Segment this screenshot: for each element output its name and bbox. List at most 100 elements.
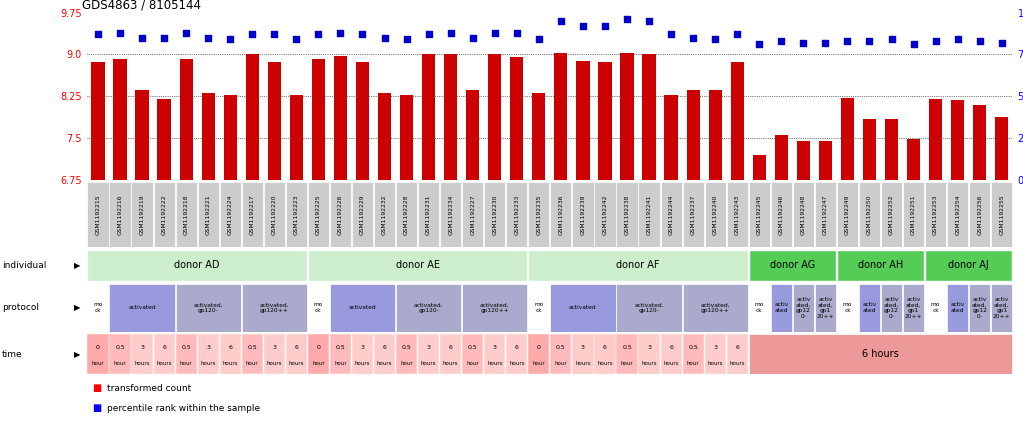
Bar — [661, 182, 681, 247]
Bar — [462, 284, 528, 332]
Text: GSM1192240: GSM1192240 — [713, 195, 718, 235]
Point — [376, 34, 393, 41]
Bar — [709, 90, 722, 180]
Bar — [312, 59, 325, 180]
Bar — [572, 182, 593, 247]
Text: activ
ated: activ ated — [774, 302, 789, 313]
Bar — [87, 334, 108, 374]
Bar — [202, 93, 215, 180]
Bar — [374, 334, 395, 374]
Bar — [638, 182, 660, 247]
Text: hours: hours — [663, 360, 679, 365]
Text: GSM1192249: GSM1192249 — [845, 195, 850, 235]
Bar — [903, 284, 924, 332]
Point — [861, 38, 878, 44]
Point — [464, 34, 481, 41]
Bar — [87, 250, 307, 281]
Text: activ
ated,
gp12
0-: activ ated, gp12 0- — [796, 297, 811, 319]
Text: GSM1192256: GSM1192256 — [977, 195, 982, 235]
Point — [354, 31, 370, 38]
Text: GSM1192232: GSM1192232 — [382, 195, 387, 235]
Text: transformed count: transformed count — [107, 384, 191, 393]
Text: activated,
gp120-: activated, gp120- — [414, 302, 443, 313]
Point — [640, 18, 657, 25]
Text: activated: activated — [349, 305, 376, 310]
Text: activated,
gp120++: activated, gp120++ — [480, 302, 509, 313]
Text: time: time — [2, 350, 23, 359]
Text: GSM1192238: GSM1192238 — [624, 195, 629, 235]
Bar — [661, 334, 681, 374]
Bar — [374, 182, 395, 247]
Bar — [246, 55, 259, 180]
Bar — [176, 334, 196, 374]
Bar — [352, 182, 373, 247]
Bar — [418, 334, 439, 374]
Point — [619, 16, 635, 23]
Bar — [947, 182, 968, 247]
Text: 6: 6 — [295, 344, 299, 349]
Bar — [620, 53, 633, 180]
Bar — [682, 284, 748, 332]
Bar — [528, 182, 549, 247]
Text: hours: hours — [288, 360, 304, 365]
Bar — [396, 284, 461, 332]
Bar — [158, 99, 171, 180]
Text: activated,
gp120-: activated, gp120- — [193, 302, 223, 313]
Text: GSM1192233: GSM1192233 — [515, 195, 520, 235]
Bar — [329, 334, 351, 374]
Text: hours: hours — [641, 360, 657, 365]
Point — [575, 23, 591, 30]
Text: donor AD: donor AD — [174, 261, 220, 270]
Bar — [550, 182, 572, 247]
Bar — [837, 284, 858, 332]
Bar — [617, 182, 637, 247]
Bar — [925, 284, 946, 332]
Text: GSM1192215: GSM1192215 — [95, 194, 100, 235]
Text: GSM1192230: GSM1192230 — [492, 195, 497, 235]
Point — [420, 31, 437, 38]
Bar — [400, 95, 413, 180]
Point — [928, 38, 944, 44]
Bar — [770, 284, 792, 332]
Bar — [969, 284, 990, 332]
Point — [949, 36, 966, 43]
Text: mo
ck: mo ck — [534, 302, 543, 313]
Text: GSM1192239: GSM1192239 — [580, 195, 585, 235]
Bar — [180, 59, 192, 180]
Text: 0.5: 0.5 — [402, 344, 411, 349]
Text: mo
ck: mo ck — [93, 302, 102, 313]
Bar — [444, 55, 457, 180]
Bar — [528, 334, 549, 374]
Bar — [176, 182, 196, 247]
Text: GSM1192216: GSM1192216 — [118, 195, 123, 235]
Bar — [642, 55, 656, 180]
Point — [508, 29, 525, 36]
Point — [112, 29, 128, 36]
Text: GSM1192245: GSM1192245 — [757, 195, 762, 235]
Bar — [377, 93, 391, 180]
Bar — [770, 182, 792, 247]
Bar — [114, 59, 127, 180]
Bar — [682, 182, 704, 247]
Bar — [153, 334, 175, 374]
Bar — [686, 90, 700, 180]
Text: 0.5: 0.5 — [181, 344, 191, 349]
Point — [993, 39, 1010, 46]
Bar — [308, 284, 329, 332]
Text: hour: hour — [180, 360, 192, 365]
Bar — [815, 284, 836, 332]
Text: ■: ■ — [92, 383, 101, 393]
Point — [817, 39, 834, 46]
Bar — [705, 334, 725, 374]
Bar — [220, 182, 240, 247]
Text: 6: 6 — [515, 344, 519, 349]
Text: 3: 3 — [140, 344, 144, 349]
Bar — [329, 182, 351, 247]
Bar — [594, 182, 616, 247]
Bar — [797, 141, 810, 180]
Text: hours: hours — [597, 360, 613, 365]
Point — [773, 38, 790, 44]
Point — [222, 36, 238, 43]
Bar — [396, 334, 417, 374]
Bar — [969, 182, 990, 247]
